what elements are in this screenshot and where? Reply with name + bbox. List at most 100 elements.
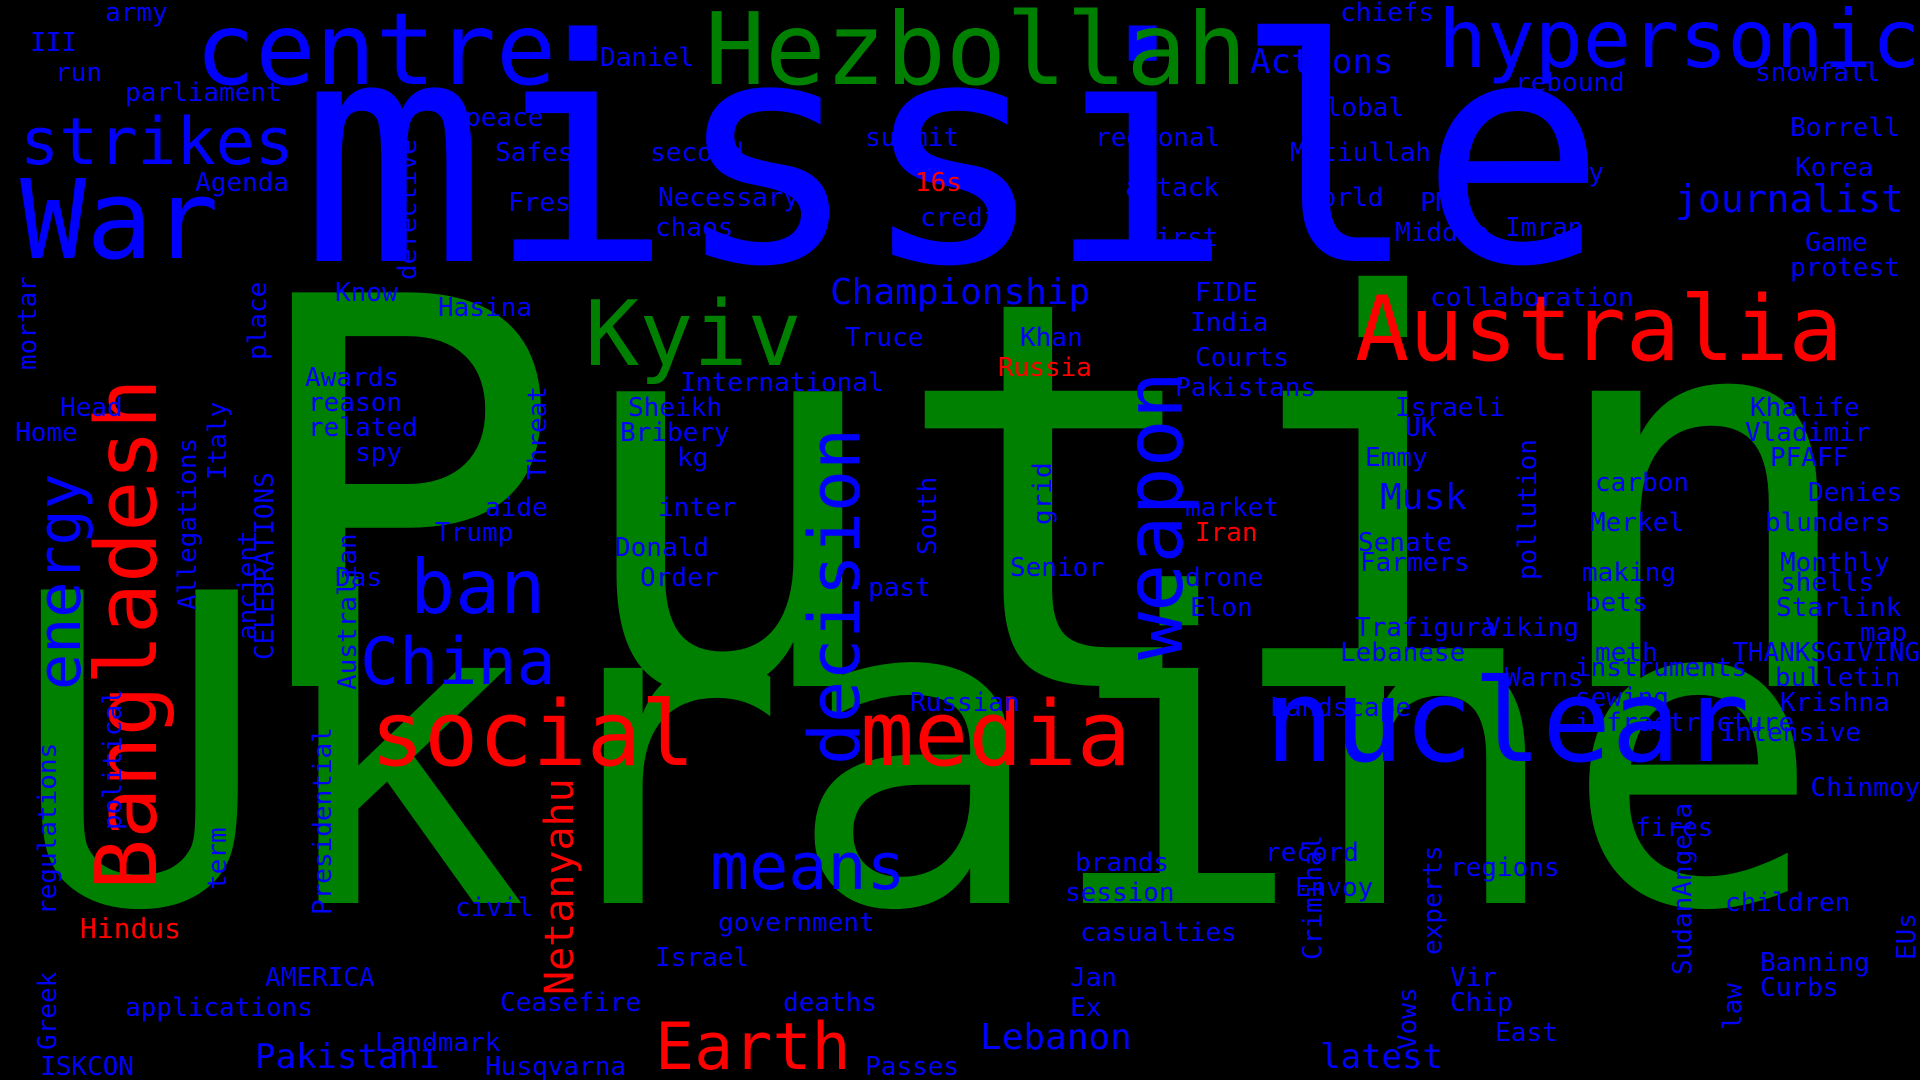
word-latest: latest — [1320, 1037, 1443, 1077]
word-krishna: Krishna — [1780, 688, 1890, 718]
word-home: Home — [15, 418, 78, 448]
word-trump: Trump — [435, 518, 514, 548]
word-instruments: instruments — [1575, 653, 1748, 683]
word-political: political — [98, 689, 128, 830]
word-allegations: Allegations — [173, 437, 203, 610]
word-order: Order — [640, 563, 719, 593]
word-bribery: Bribery — [620, 418, 730, 448]
word-nuclear: nuclear — [1265, 655, 1750, 789]
word-awards: Awards — [305, 363, 399, 393]
word-israeli: Israeli — [1395, 393, 1505, 423]
word-ukraine: Ukraine — [10, 505, 1823, 1005]
word-war: War — [20, 156, 219, 284]
word-map: map — [1860, 618, 1907, 648]
word-australian: Australian — [333, 533, 363, 690]
word-reason: reason — [308, 388, 402, 418]
word-musk: Musk — [1380, 477, 1467, 518]
word-threat: Threat — [523, 386, 553, 480]
word-parliament: parliament — [125, 78, 282, 108]
word-term: term — [203, 827, 233, 890]
word-strikes: strikes — [20, 105, 294, 180]
word-children: children — [1725, 888, 1851, 918]
word-international: International — [680, 368, 884, 398]
word-collaboration: collaboration — [1430, 283, 1634, 313]
word-daniel: Daniel — [600, 43, 694, 73]
word-sudanangela: SudanAngela — [1668, 802, 1698, 975]
word-sewing: sewing — [1575, 683, 1669, 713]
word-presidential: Presidential — [308, 727, 338, 915]
word-senior: Senior — [1010, 553, 1104, 583]
word-intensive: Intensive — [1720, 718, 1861, 748]
word-law: law — [1718, 983, 1748, 1030]
word-chiefs: chiefs — [1340, 0, 1434, 28]
word-hypersonic: hypersonic — [1438, 0, 1920, 86]
word-viking: Viking — [1485, 613, 1579, 643]
word-centre: centre — [195, 0, 557, 108]
word-criminal: Criminal — [1298, 834, 1328, 960]
word-energy: energy — [25, 473, 95, 690]
word-banning: Banning — [1760, 948, 1870, 978]
word-kg: kg — [677, 443, 709, 473]
word-farmers: Farmers — [1360, 548, 1470, 578]
word-meth: meth — [1595, 638, 1658, 668]
word-iii: III — [30, 28, 77, 58]
word-landscape: Landscape — [1270, 693, 1411, 723]
word-agenda: Agenda — [195, 168, 289, 198]
word-defective: defective — [393, 139, 423, 280]
word-infrastructure: infrastructure — [1575, 708, 1795, 738]
word-imran: Imran — [1505, 213, 1584, 243]
word-lebanese: Lebanese — [1340, 638, 1466, 668]
word-family: family — [1510, 158, 1604, 188]
word-global: global — [1310, 93, 1404, 123]
word-actions: Actions — [1250, 42, 1394, 82]
word-mortar: mortar — [13, 276, 43, 370]
word-jan: Jan — [1070, 963, 1117, 993]
word-deaths: deaths — [783, 988, 877, 1018]
word-spy: spy — [355, 438, 402, 468]
word-head: Head — [60, 393, 123, 423]
word-starlink: Starlink — [1776, 593, 1902, 623]
word-government: government — [718, 908, 875, 938]
word-place: place — [243, 281, 273, 360]
word-vladimir: Vladimir — [1745, 418, 1871, 448]
word-casualties: casualties — [1080, 918, 1237, 948]
word-pakistans: Pakistans — [1175, 373, 1316, 403]
word-truce: Truce — [845, 323, 924, 353]
word-east: East — [1495, 1018, 1558, 1048]
word-run: run — [55, 58, 102, 88]
word-putin: Putin — [240, 186, 1866, 814]
word-denies: Denies — [1808, 478, 1902, 508]
word-means: means — [710, 830, 906, 905]
word-khalife: Khalife — [1750, 393, 1860, 423]
word-attack: attack — [1125, 173, 1219, 203]
word-celebrations: CELEBRATIONS — [250, 472, 280, 660]
word-pakistani: Pakistani — [255, 1037, 440, 1077]
word-chaos: chaos — [655, 213, 734, 243]
word-championship: Championship — [830, 272, 1091, 313]
word-safest: Safest — [495, 138, 589, 168]
word-chinmoy: Chinmoy — [1810, 773, 1920, 803]
word-earth: Earth — [655, 1010, 851, 1080]
word-chip: Chip — [1450, 988, 1513, 1018]
word-inter: inter — [658, 493, 737, 523]
word-fide: FIDE — [1195, 278, 1258, 308]
word-kyiv: Kyiv — [585, 282, 802, 387]
word-snowfall: snowfall — [1755, 58, 1881, 88]
word-korea: Korea — [1795, 153, 1874, 183]
word-peace: peace — [465, 103, 544, 133]
word-session: session — [1065, 878, 1175, 908]
word-matiullah: Matiullah — [1290, 138, 1431, 168]
word-first: first — [1140, 223, 1219, 253]
word-pfaff: PFAFF — [1770, 443, 1849, 473]
word-italy: Italy — [203, 401, 233, 480]
word-thanksgiving: THANKSGIVING — [1732, 638, 1920, 668]
word-army: army — [105, 0, 168, 28]
word-khan: Khan — [1020, 323, 1083, 353]
word-regions: regions — [1450, 853, 1560, 883]
word-carbon: carbon — [1595, 468, 1689, 498]
word-russia: Russia — [998, 353, 1092, 383]
word-russian: Russian — [910, 688, 1020, 718]
word-civil: civil — [455, 893, 534, 923]
word-shells: shells — [1780, 568, 1874, 598]
